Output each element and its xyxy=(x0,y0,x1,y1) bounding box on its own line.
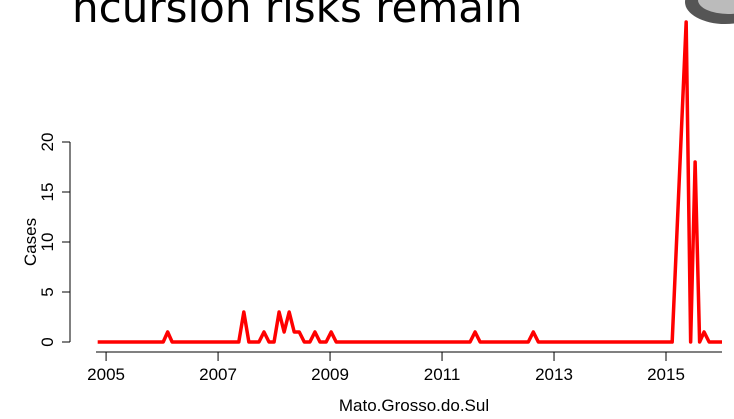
x-axis-label: Mato.Grosso.do.Sul xyxy=(339,396,489,415)
y-tick-label: 0 xyxy=(38,337,57,346)
y-axis-label: Cases xyxy=(21,218,40,266)
x-tick-label: 2007 xyxy=(199,365,237,384)
x-tick-label: 2005 xyxy=(87,365,125,384)
x-tick-label: 2013 xyxy=(535,365,573,384)
x-tick-label: 2015 xyxy=(647,365,685,384)
y-tick-label: 10 xyxy=(38,233,57,252)
slide-title: ncursion risks remain xyxy=(72,0,522,32)
y-tick-label: 15 xyxy=(38,183,57,202)
x-tick-label: 2011 xyxy=(424,365,461,384)
data-line xyxy=(97,20,722,344)
photo-fragment xyxy=(698,0,734,14)
y-tick-label: 20 xyxy=(38,133,57,152)
y-tick-label: 5 xyxy=(38,287,57,296)
x-tick-label: 2009 xyxy=(311,365,349,384)
